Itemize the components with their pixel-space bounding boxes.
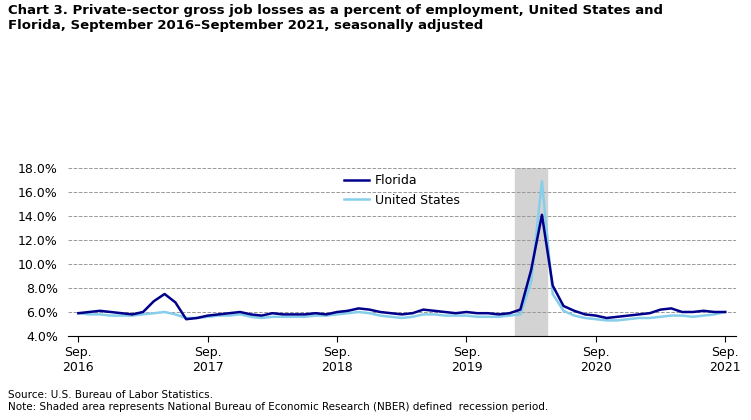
Legend: Florida, United States: Florida, United States	[344, 174, 460, 207]
Text: Chart 3. Private-sector gross job losses as a percent of employment, United Stat: Chart 3. Private-sector gross job losses…	[8, 4, 662, 32]
Bar	[515, 168, 547, 336]
Text: Source: U.S. Bureau of Labor Statistics.
Note: Shaded area represents National B: Source: U.S. Bureau of Labor Statistics.…	[8, 390, 547, 412]
